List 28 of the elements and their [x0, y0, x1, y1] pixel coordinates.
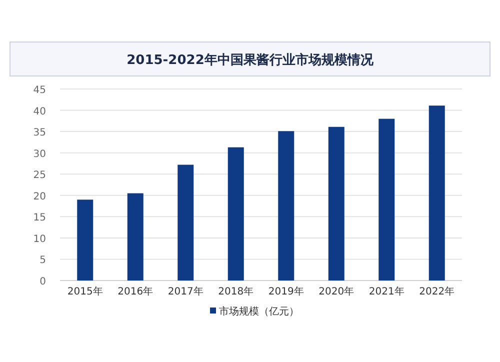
legend-label: 市场规模（亿元） [219, 306, 299, 318]
bar [428, 106, 445, 280]
y-tick-label: 10 [33, 234, 46, 245]
x-tick-label: 2015年 [67, 286, 103, 298]
x-tick-label: 2018年 [218, 286, 254, 298]
y-tick-label: 20 [33, 191, 46, 202]
x-tick-label: 2019年 [268, 286, 304, 298]
y-tick-label: 25 [33, 170, 46, 182]
bar [328, 126, 344, 280]
x-tick-label: 2017年 [168, 286, 204, 298]
bar [77, 200, 94, 280]
y-tick-label: 5 [40, 255, 46, 266]
y-tick-label: 45 [33, 85, 46, 96]
y-tick-label: 40 [33, 106, 46, 118]
x-tick-label: 2021年 [368, 286, 404, 298]
x-tick-label: 2020年 [318, 286, 354, 298]
x-tick-label: 2022年 [419, 286, 455, 298]
y-tick-label: 35 [33, 128, 46, 139]
y-tick-label: 30 [33, 148, 46, 160]
y-tick-label: 15 [33, 212, 46, 224]
x-tick-label: 2016年 [118, 286, 154, 298]
bar [178, 164, 194, 280]
bar [278, 131, 294, 280]
bar [127, 193, 144, 280]
y-tick-label: 0 [40, 276, 46, 288]
chart-title: 2015-2022年中国果酱行业市场规模情况 [126, 52, 374, 68]
bar [228, 147, 244, 280]
bar [378, 118, 395, 280]
